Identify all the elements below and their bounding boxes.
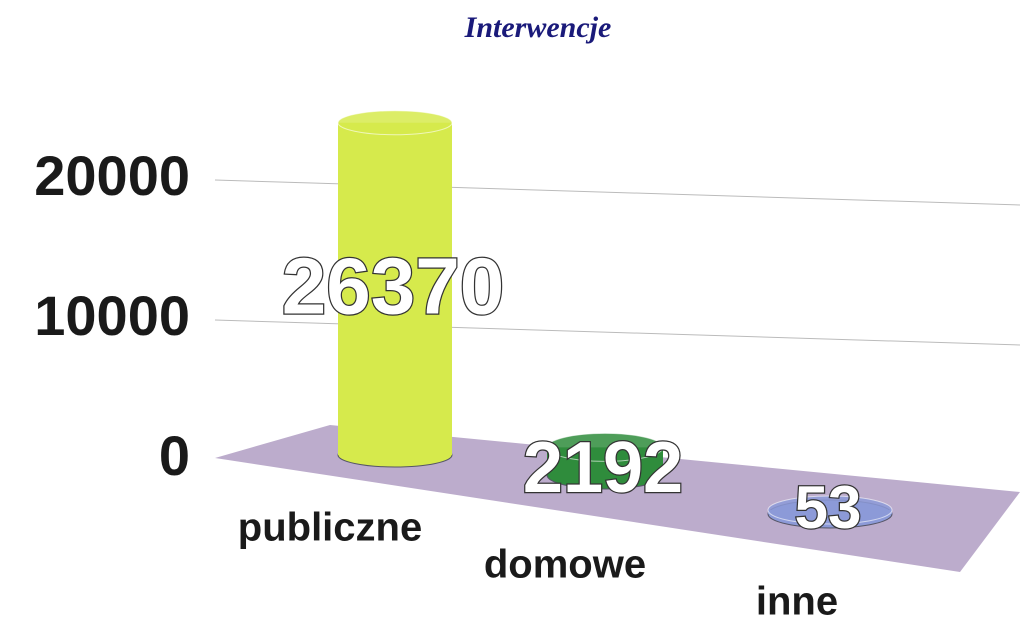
x-tick-label: inne bbox=[756, 580, 838, 618]
value-label: 53 bbox=[795, 474, 862, 541]
cylinder-top bbox=[546, 432, 664, 462]
cylinder-top bbox=[337, 110, 453, 136]
bar bbox=[338, 122, 452, 455]
value-label: 26370 bbox=[282, 241, 504, 330]
x-tick-label: publiczne bbox=[238, 506, 422, 550]
y-tick-label: 10000 bbox=[34, 284, 190, 347]
chart-title: Interwencje bbox=[464, 11, 612, 44]
value-label: 2192 bbox=[523, 428, 683, 508]
grid-line bbox=[214, 179, 1021, 206]
cylinder-top bbox=[767, 495, 893, 525]
y-tick-label: 20000 bbox=[34, 144, 190, 207]
y-tick-label: 0 bbox=[159, 424, 190, 487]
x-tick-label: domowe bbox=[484, 543, 646, 587]
